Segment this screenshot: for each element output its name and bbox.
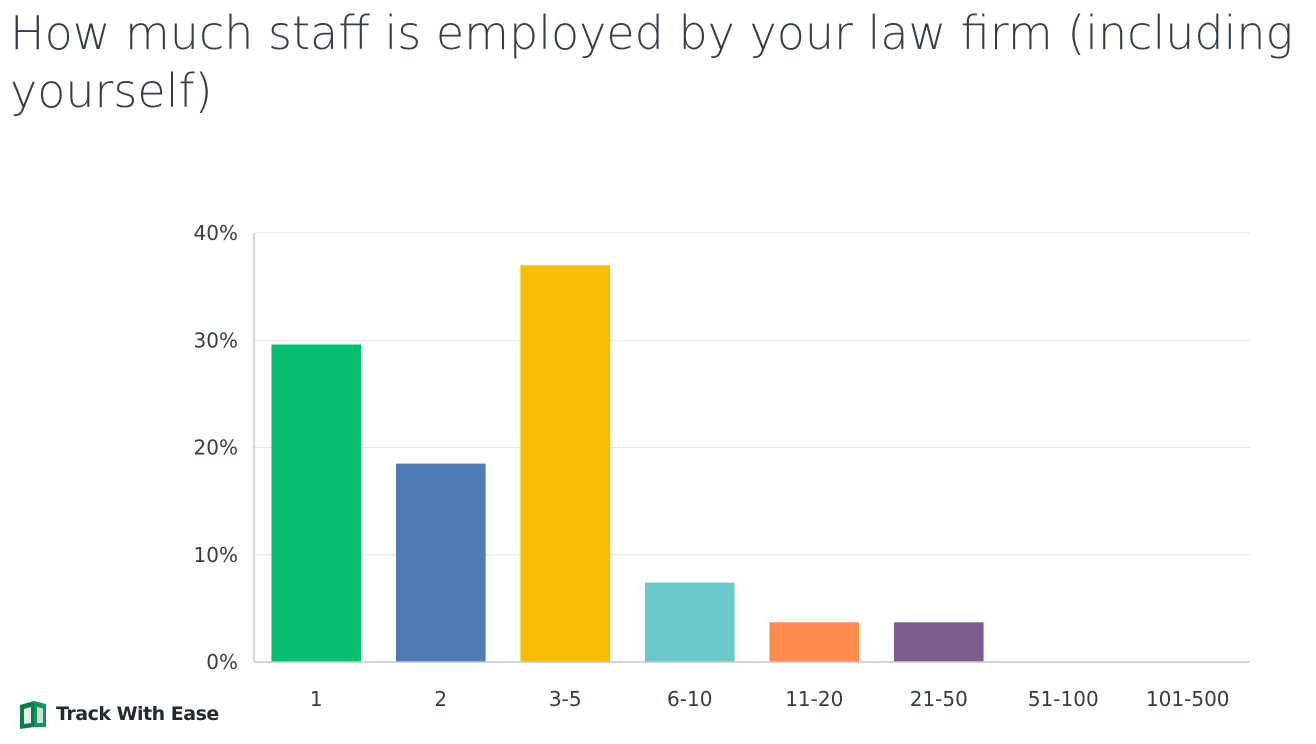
brand-logo: Track With Ease bbox=[16, 696, 219, 732]
y-tick-label: 0% bbox=[206, 650, 238, 674]
bar-1 bbox=[271, 344, 362, 662]
x-tick-label: 51-100 bbox=[1028, 687, 1099, 711]
x-tick-label: 2 bbox=[434, 687, 447, 711]
x-tick-label: 101-500 bbox=[1146, 687, 1230, 711]
x-tick-labels: 1 2 3-5 6-10 11-20 21-50 51-100 101-500 bbox=[310, 687, 1230, 711]
bars bbox=[271, 265, 984, 662]
x-tick-label: 11-20 bbox=[785, 687, 843, 711]
bar-21-50 bbox=[893, 622, 984, 662]
y-tick-label: 20% bbox=[194, 436, 238, 460]
y-tick-labels: 0% 10% 20% 30% 40% bbox=[194, 221, 238, 674]
bar-2 bbox=[395, 463, 486, 662]
y-tick-label: 10% bbox=[194, 543, 238, 567]
y-tick-label: 40% bbox=[194, 221, 238, 245]
y-tick-label: 30% bbox=[194, 328, 238, 352]
book-logo-icon bbox=[20, 701, 46, 729]
bar-6-10 bbox=[644, 582, 735, 662]
axes bbox=[253, 233, 1250, 663]
x-tick-label: 1 bbox=[310, 687, 323, 711]
x-tick-label: 3-5 bbox=[549, 687, 582, 711]
bar-11-20 bbox=[769, 622, 860, 662]
bar-3-5 bbox=[520, 265, 611, 662]
x-tick-label: 21-50 bbox=[910, 687, 968, 711]
x-tick-label: 6-10 bbox=[667, 687, 712, 711]
chart-title: How much staff is employed by your law f… bbox=[10, 6, 1294, 118]
brand-name: Track With Ease bbox=[56, 703, 219, 725]
